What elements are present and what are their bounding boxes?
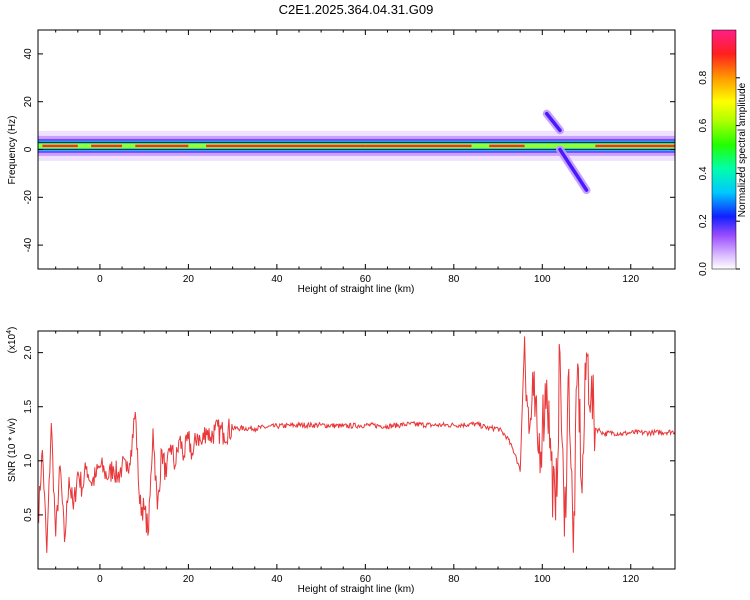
spectrogram-ytick-label: 20 bbox=[23, 96, 34, 108]
snr-y-label: SNR (10 * v/v) bbox=[7, 418, 18, 482]
snr-xtick-label: 80 bbox=[448, 574, 460, 585]
snr-xtick-label: 20 bbox=[183, 574, 195, 585]
spectrogram-core-segment bbox=[365, 144, 472, 148]
snr-xtick-label: 60 bbox=[360, 574, 372, 585]
colorbar: 0.0 0.2 0.4 0.6 0.8 Normalized spectral ampl… bbox=[698, 29, 748, 276]
snr-scale-exp: 4 bbox=[6, 330, 13, 334]
spectrogram-ytick-label: -40 bbox=[23, 237, 34, 252]
spectrogram-x-label: Height of straight line (km) bbox=[298, 284, 415, 295]
colorbar-label: Normalized spectral amplitude bbox=[737, 82, 748, 217]
spectrogram-xtick-label: 120 bbox=[622, 274, 639, 285]
spectrogram-xtick-label: 20 bbox=[183, 274, 195, 285]
colorbar-tick-label: 0.0 bbox=[698, 262, 709, 276]
snr-xtick-label: 120 bbox=[622, 574, 639, 585]
snr-ytick-label: 1.5 bbox=[23, 399, 34, 413]
spectrogram-core-segment bbox=[42, 144, 78, 148]
figure-title: C2E1.2025.364.04.31.G09 bbox=[279, 2, 434, 17]
snr-scale-note: (x104) bbox=[6, 327, 18, 354]
snr-panel: 0 20 40 60 80 100 120 0.5 1.0 1.5 2.0 Height of st… bbox=[6, 327, 676, 595]
snr-ticks: 0 20 40 60 80 100 120 0.5 1.0 1.5 2.0 bbox=[23, 331, 676, 585]
snr-ytick-label: 1.0 bbox=[23, 453, 34, 467]
spectrogram-y-label: Frequency (Hz) bbox=[7, 116, 18, 185]
snr-xtick-label: 100 bbox=[534, 574, 551, 585]
colorbar-gradient bbox=[711, 29, 737, 270]
colorbar-tick-label: 0.2 bbox=[698, 214, 709, 228]
spectrogram-track bbox=[544, 111, 562, 133]
colorbar-ticks: 0.0 0.2 0.4 0.6 0.8 bbox=[698, 70, 740, 276]
spectrogram-panel: 0 20 40 60 80 100 120 -40 -20 0 20 40 Height of str… bbox=[7, 29, 676, 295]
spectrogram-core-segment bbox=[595, 144, 675, 148]
snr-ytick-label: 0.5 bbox=[23, 508, 34, 522]
snr-ytick-label: 2.0 bbox=[23, 345, 34, 359]
spectrogram-xtick-label: 80 bbox=[448, 274, 460, 285]
spectrogram-ytick-label: 0 bbox=[23, 146, 34, 152]
snr-frame bbox=[37, 330, 676, 570]
colorbar-tick-label: 0.4 bbox=[698, 166, 709, 180]
spectrogram-xtick-label: 40 bbox=[271, 274, 283, 285]
colorbar-tick-label: 0.8 bbox=[698, 70, 709, 84]
spectrogram-ytick-label: 40 bbox=[23, 48, 34, 60]
snr-x-label: Height of straight line (km) bbox=[298, 584, 415, 595]
spectrogram-xtick-label: 0 bbox=[97, 274, 103, 285]
spectrogram-xtick-label: 100 bbox=[534, 274, 551, 285]
snr-xtick-label: 0 bbox=[97, 574, 103, 585]
spectrogram-core-segment bbox=[135, 144, 189, 148]
spectrogram-heatmap bbox=[38, 109, 675, 195]
spectrogram-xtick-label: 60 bbox=[360, 274, 372, 285]
spectrogram-ytick-label: -20 bbox=[23, 190, 34, 205]
spectrogram-core-segment bbox=[489, 144, 525, 148]
snr-scale-text: (x10 bbox=[7, 333, 18, 353]
spectrogram-track bbox=[558, 147, 589, 192]
svg-text:(x104): (x104) bbox=[6, 327, 18, 354]
snr-series-line bbox=[38, 336, 675, 553]
colorbar-tick-label: 0.6 bbox=[698, 118, 709, 132]
snr-xtick-label: 40 bbox=[271, 574, 283, 585]
spectrogram-core-segment bbox=[91, 144, 123, 148]
spectrogram-ticks: 0 20 40 60 80 100 120 -40 -20 0 20 40 bbox=[23, 30, 676, 285]
spectrogram-core-segment bbox=[206, 144, 366, 148]
